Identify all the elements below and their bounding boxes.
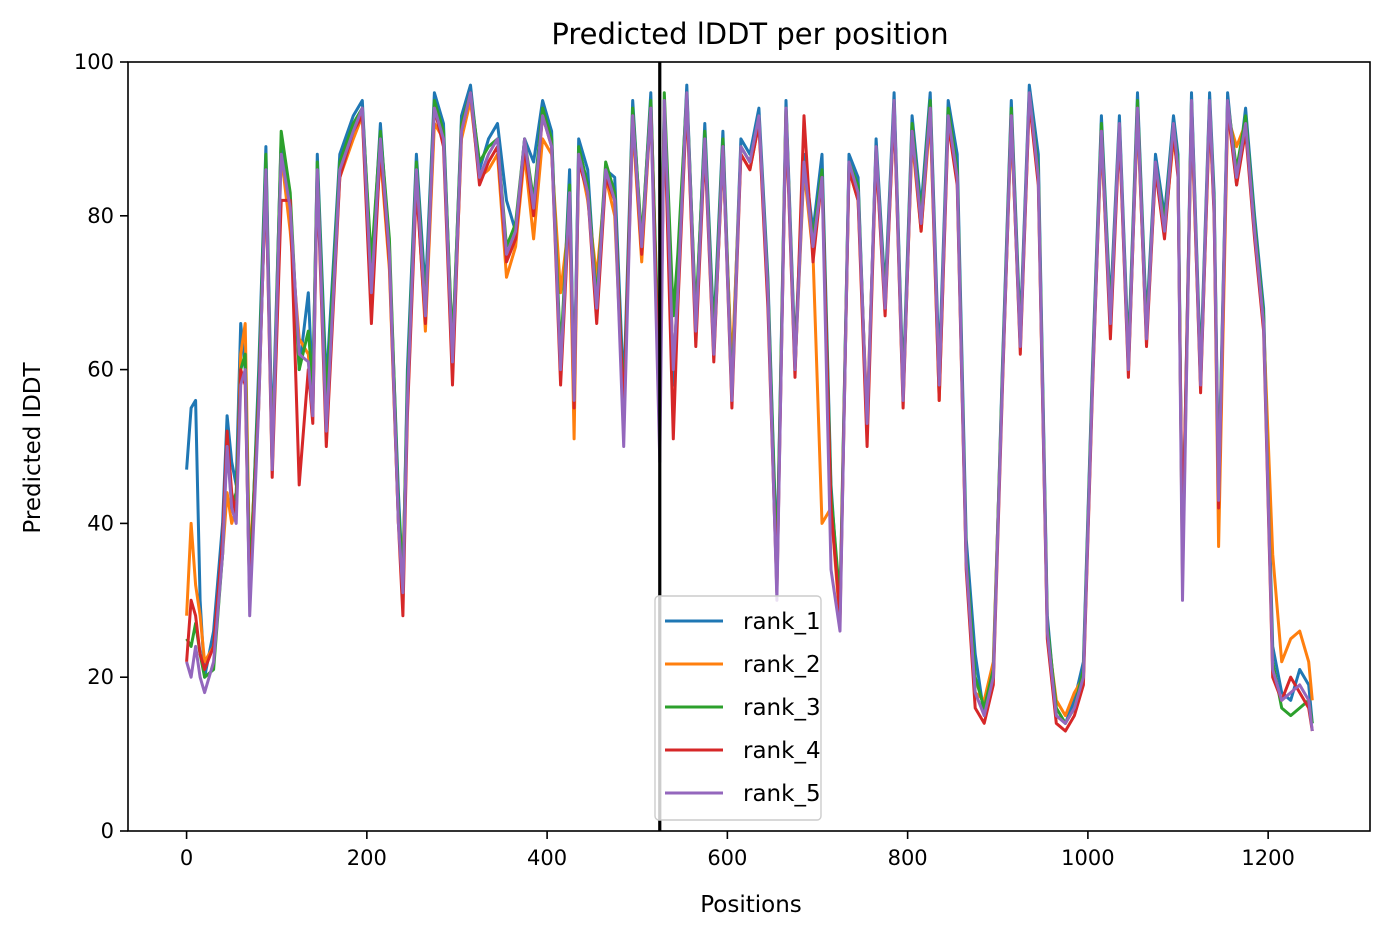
x-axis-label: Positions bbox=[700, 892, 802, 918]
legend-label: rank_1 bbox=[743, 609, 821, 635]
y-tick-label: 20 bbox=[87, 665, 114, 689]
y-tick-label: 40 bbox=[87, 511, 114, 535]
legend-label: rank_5 bbox=[743, 781, 821, 807]
y-tick-label: 60 bbox=[87, 358, 114, 382]
chart-title: Predicted lDDT per position bbox=[551, 17, 948, 51]
x-tick-label: 600 bbox=[707, 846, 747, 870]
legend-label: rank_2 bbox=[743, 652, 821, 678]
x-tick-label: 1200 bbox=[1241, 846, 1294, 870]
series-layer bbox=[185, 83, 1314, 733]
x-tick-label: 400 bbox=[527, 846, 567, 870]
x-tick-label: 800 bbox=[888, 846, 928, 870]
series-line-rank-5 bbox=[185, 91, 1314, 732]
y-tick-label: 80 bbox=[87, 204, 114, 228]
y-axis-ticks: 0 20 40 60 80 100 bbox=[74, 50, 128, 843]
x-tick-label: 0 bbox=[180, 846, 193, 870]
y-tick-label: 0 bbox=[101, 819, 114, 843]
y-axis-label: Predicted lDDT bbox=[20, 361, 46, 533]
plot-frame bbox=[127, 61, 1371, 832]
y-tick-label: 100 bbox=[74, 50, 114, 74]
legend-box bbox=[654, 595, 822, 821]
legend-label: rank_3 bbox=[743, 695, 821, 721]
legend: rank_1 rank_2 rank_3 rank_4 rank_5 bbox=[654, 595, 822, 821]
x-tick-label: 200 bbox=[347, 846, 387, 870]
x-axis-ticks: 0 200 400 600 800 1000 1200 bbox=[180, 831, 1295, 870]
x-tick-label: 1000 bbox=[1061, 846, 1114, 870]
legend-label: rank_4 bbox=[743, 738, 821, 764]
